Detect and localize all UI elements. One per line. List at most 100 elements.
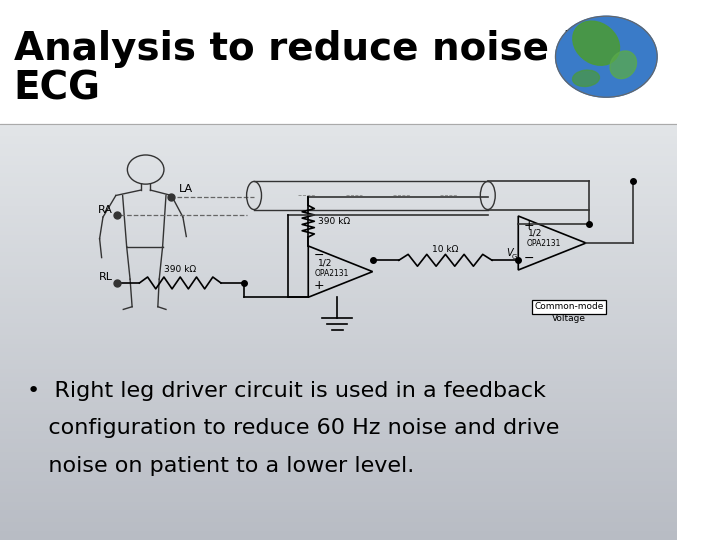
Bar — [0, 523, 678, 528]
Bar — [0, 449, 678, 453]
Bar — [0, 203, 678, 207]
Bar — [0, 390, 678, 394]
Ellipse shape — [573, 21, 619, 65]
Bar — [0, 161, 678, 166]
Bar — [0, 170, 678, 174]
Bar — [0, 482, 678, 486]
Bar — [0, 199, 678, 203]
Bar — [0, 498, 678, 503]
Bar — [0, 511, 678, 515]
Bar — [0, 340, 678, 345]
Bar — [0, 174, 678, 178]
Bar — [0, 474, 678, 477]
Bar — [0, 282, 678, 286]
Ellipse shape — [610, 51, 636, 79]
Bar — [0, 403, 678, 407]
Bar — [0, 453, 678, 457]
Bar — [0, 332, 678, 336]
Bar — [0, 249, 678, 253]
Bar — [0, 494, 678, 498]
Bar — [0, 461, 678, 465]
Bar — [0, 423, 678, 428]
Bar — [0, 349, 678, 353]
Text: LA: LA — [179, 184, 193, 194]
Text: OPA2131: OPA2131 — [315, 269, 349, 278]
Bar — [0, 141, 678, 145]
Bar — [0, 274, 678, 278]
Bar — [0, 440, 678, 444]
Bar — [0, 486, 678, 490]
Bar — [0, 149, 678, 153]
Bar — [0, 0, 678, 124]
Bar — [0, 232, 678, 237]
Bar — [0, 307, 678, 311]
Text: ECG: ECG — [14, 69, 101, 107]
Bar — [0, 469, 678, 474]
Text: Analysis to reduce noise in: Analysis to reduce noise in — [14, 30, 603, 68]
Bar — [0, 266, 678, 269]
Bar — [0, 286, 678, 291]
Bar — [0, 503, 678, 507]
Bar — [0, 303, 678, 307]
Bar — [0, 345, 678, 349]
Bar — [0, 158, 678, 161]
Text: 1/2: 1/2 — [528, 228, 542, 238]
Bar — [0, 378, 678, 382]
Bar — [0, 536, 678, 540]
Text: 390 kΩ: 390 kΩ — [164, 265, 197, 274]
Bar — [0, 369, 678, 374]
Bar — [0, 291, 678, 295]
Text: +: + — [523, 219, 534, 233]
Ellipse shape — [572, 70, 600, 86]
Bar — [0, 328, 678, 332]
Bar — [0, 257, 678, 261]
Text: RA: RA — [98, 205, 113, 215]
Text: V: V — [506, 248, 513, 258]
Bar — [0, 129, 678, 132]
Bar — [0, 241, 678, 245]
Bar — [0, 186, 678, 191]
Bar — [0, 311, 678, 315]
Bar — [0, 212, 678, 215]
Bar — [0, 237, 678, 241]
Bar — [0, 315, 678, 320]
Bar — [0, 382, 678, 386]
Text: OPA2131: OPA2131 — [527, 239, 561, 248]
Circle shape — [556, 16, 657, 97]
Bar — [0, 215, 678, 220]
Bar — [0, 224, 678, 228]
Text: configuration to reduce 60 Hz noise and drive: configuration to reduce 60 Hz noise and … — [27, 418, 559, 438]
Bar — [0, 153, 678, 158]
Bar — [0, 528, 678, 532]
Bar — [0, 207, 678, 212]
Text: 1/2: 1/2 — [318, 258, 333, 267]
Bar — [0, 490, 678, 494]
Bar — [0, 507, 678, 511]
Bar — [0, 320, 678, 324]
Bar — [0, 374, 678, 378]
Text: RL: RL — [99, 272, 113, 282]
Bar — [0, 357, 678, 361]
Bar — [0, 420, 678, 423]
Bar — [0, 295, 678, 299]
Text: •  Right leg driver circuit is used in a feedback: • Right leg driver circuit is used in a … — [27, 381, 546, 401]
Bar — [0, 366, 678, 369]
Bar — [0, 132, 678, 137]
Bar — [0, 299, 678, 303]
Bar — [0, 166, 678, 170]
Text: noise on patient to a lower level.: noise on patient to a lower level. — [27, 456, 414, 476]
Circle shape — [556, 16, 657, 97]
Bar — [0, 228, 678, 232]
Text: Common-mode: Common-mode — [534, 302, 604, 312]
Bar — [0, 436, 678, 440]
Bar — [0, 361, 678, 366]
Bar — [0, 245, 678, 249]
Text: −: − — [314, 249, 324, 262]
Text: 10 kΩ: 10 kΩ — [432, 245, 459, 254]
Bar — [0, 519, 678, 523]
Bar — [0, 183, 678, 186]
Bar — [0, 399, 678, 403]
Bar — [0, 124, 678, 129]
Bar — [0, 191, 678, 195]
Bar — [0, 407, 678, 411]
